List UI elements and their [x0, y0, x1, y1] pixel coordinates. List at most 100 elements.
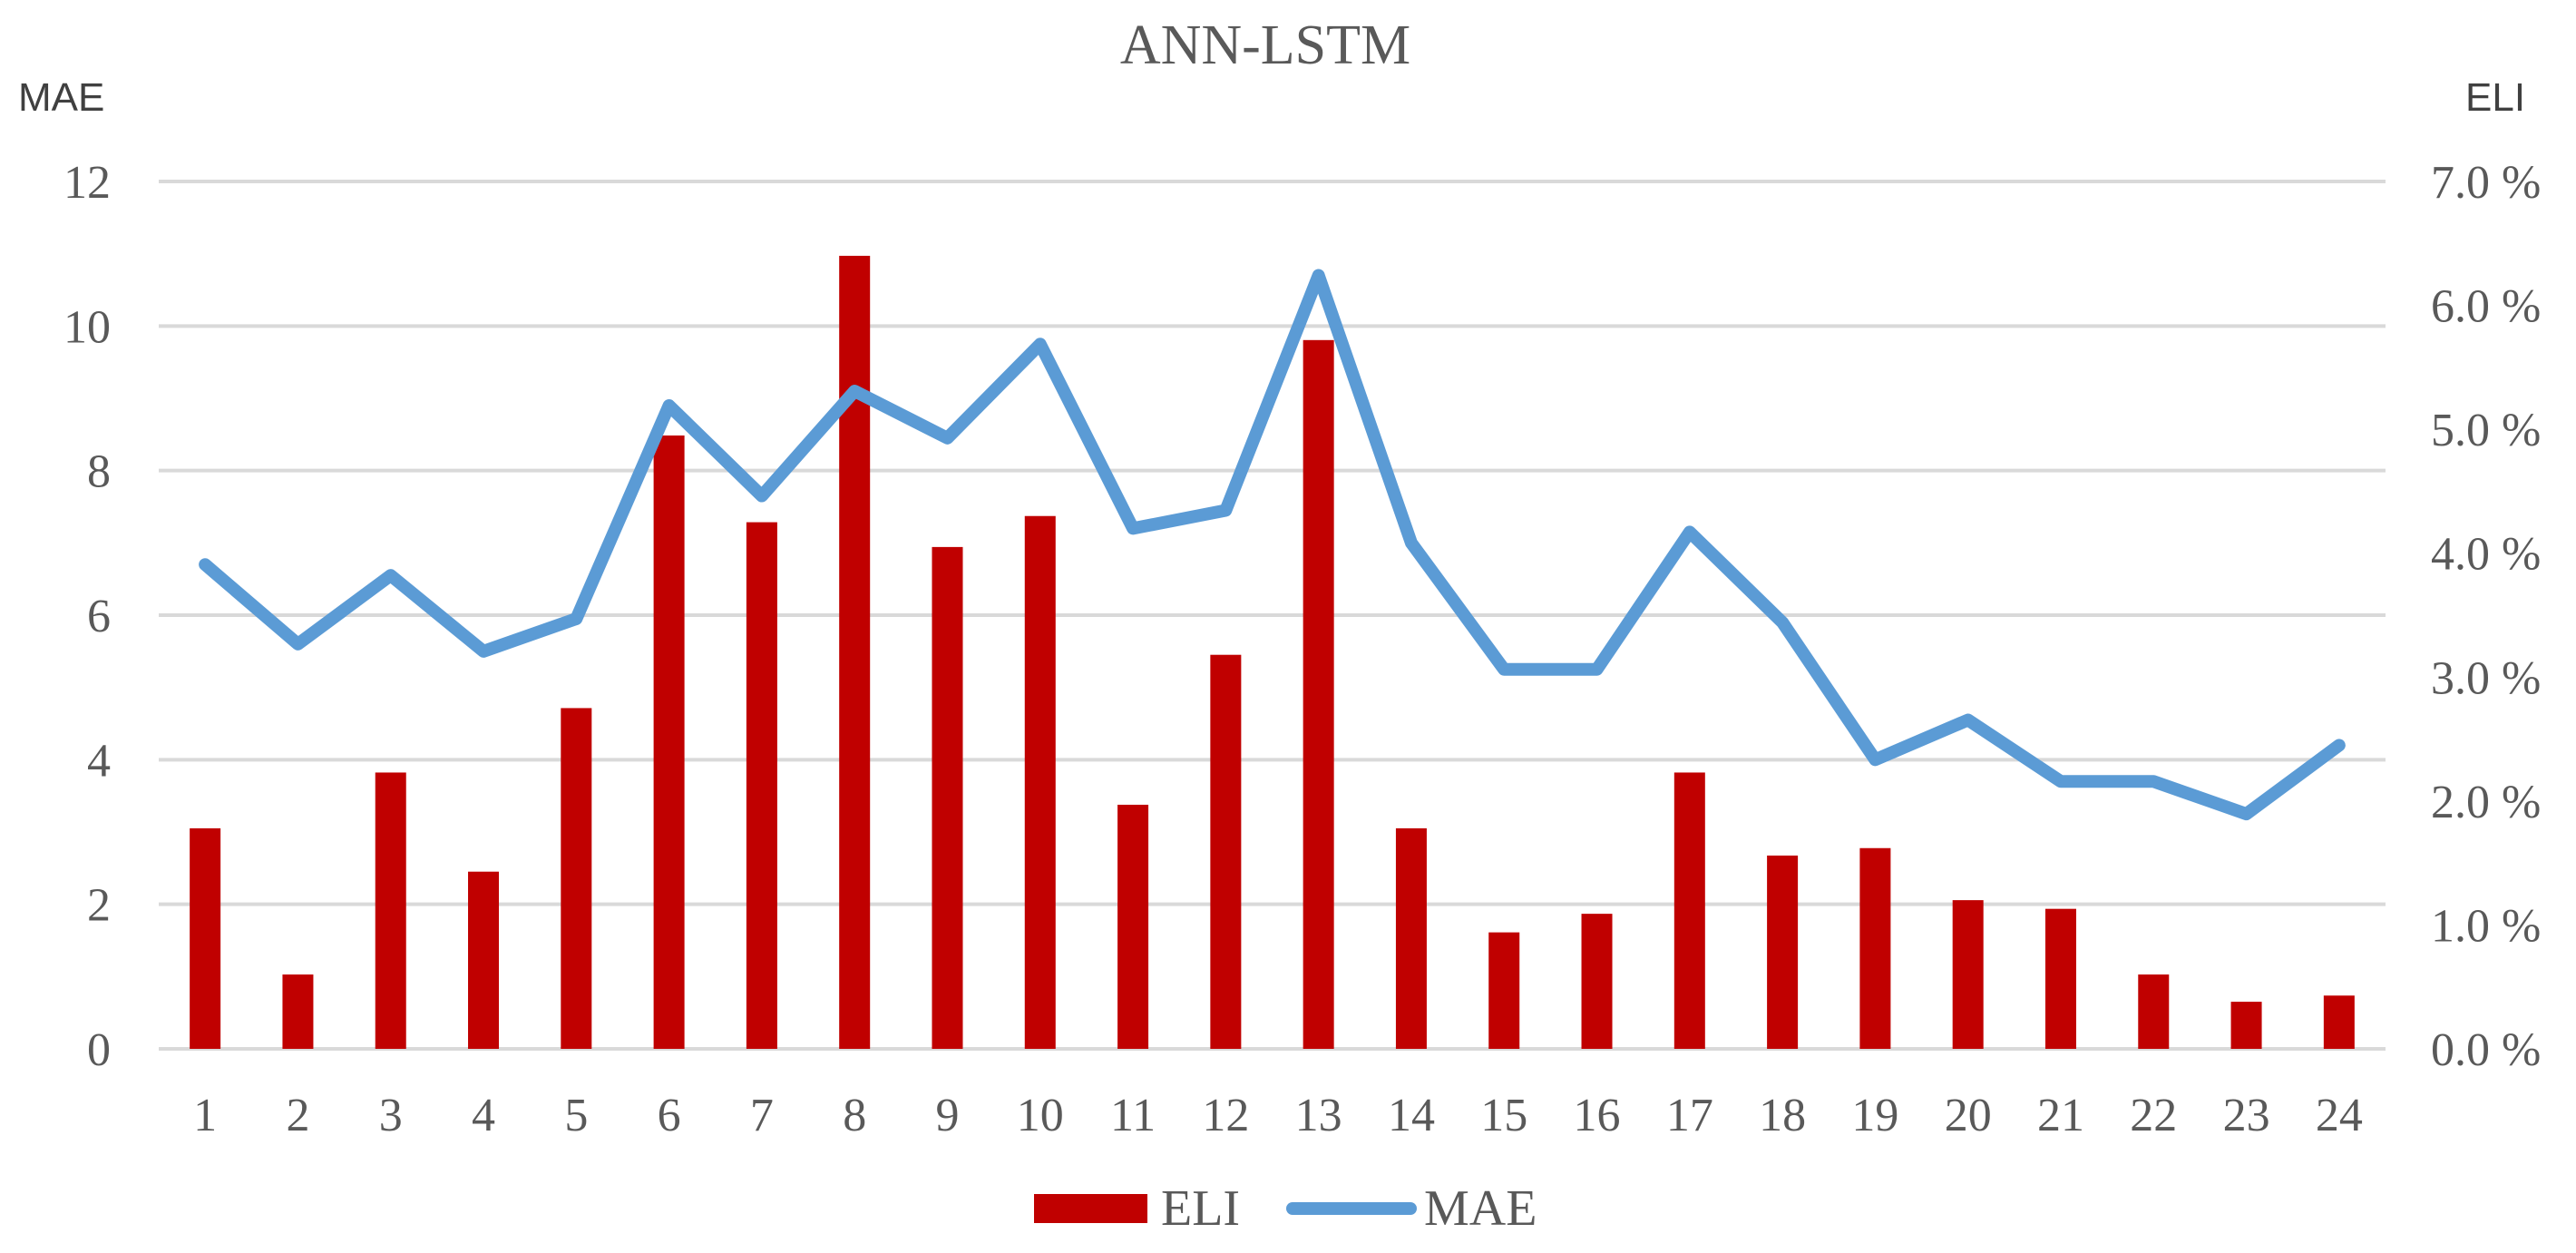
mae-point — [2337, 744, 2340, 747]
x-tick-label: 21 — [2037, 1090, 2084, 1141]
eli-bar — [1581, 914, 1613, 1049]
left-tick-label: 6 — [87, 591, 111, 642]
eli-bar — [1395, 827, 1427, 1049]
mae-point — [2059, 780, 2062, 783]
legend: ELI MAE — [1034, 1180, 1537, 1237]
x-tick-label: 20 — [1945, 1090, 1992, 1141]
eli-bar — [1673, 772, 1705, 1049]
eli-bar — [653, 435, 685, 1049]
chart-title: ANN-LSTM — [1120, 15, 1410, 76]
eli-bar — [839, 255, 871, 1049]
right-tick-label: 7.0 % — [2431, 157, 2541, 209]
left-axis-ticks: 0 2 4 6 8 10 12 — [63, 157, 111, 1076]
mae-point — [1688, 531, 1691, 534]
mae-point — [204, 563, 207, 566]
eli-bar — [1024, 515, 1056, 1049]
mae-point — [1595, 668, 1598, 671]
eli-bar — [1767, 855, 1799, 1049]
left-tick-label: 0 — [87, 1024, 111, 1076]
mae-point — [1317, 274, 1320, 277]
x-tick-label: 2 — [286, 1090, 309, 1141]
mae-point — [297, 642, 299, 645]
right-tick-label: 1.0 % — [2431, 900, 2541, 952]
gridlines — [159, 180, 2386, 1051]
eli-bar — [2323, 995, 2355, 1049]
right-axis-label: ELI — [2465, 75, 2525, 120]
eli-bar — [282, 974, 314, 1049]
x-tick-label: 8 — [843, 1090, 866, 1141]
x-tick-label: 6 — [658, 1090, 681, 1141]
mae-point — [483, 650, 485, 652]
eli-bar — [2138, 974, 2170, 1049]
mae-point — [2245, 813, 2248, 816]
x-tick-label: 1 — [193, 1090, 217, 1141]
mae-point — [1503, 668, 1506, 671]
eli-bar — [1859, 847, 1891, 1049]
eli-bars — [190, 255, 2355, 1050]
right-tick-label: 3.0 % — [2431, 652, 2541, 704]
legend-mae-label: MAE — [1424, 1180, 1537, 1237]
right-tick-label: 0.0 % — [2431, 1024, 2541, 1076]
mae-point — [668, 404, 670, 406]
left-tick-label: 4 — [87, 735, 111, 787]
left-tick-label: 2 — [87, 880, 111, 932]
eli-bar — [1210, 654, 1242, 1049]
x-tick-label: 16 — [1574, 1090, 1621, 1141]
mae-point — [389, 574, 392, 577]
mae-point — [575, 617, 578, 620]
eli-bar — [2044, 908, 2076, 1049]
eli-bar — [1117, 804, 1149, 1049]
left-axis-label: MAE — [18, 75, 104, 120]
x-tick-label: 10 — [1017, 1090, 1064, 1141]
mae-point — [1225, 509, 1227, 512]
eli-bar — [190, 827, 221, 1049]
left-tick-label: 10 — [63, 301, 111, 353]
mae-point — [1966, 719, 1969, 721]
right-axis-ticks: 0.0 % 1.0 % 2.0 % 3.0 % 4.0 % 5.0 % 6.0 % 7.0 % — [2431, 157, 2541, 1076]
right-tick-label: 2.0 % — [2431, 777, 2541, 828]
mae-point — [760, 494, 763, 497]
x-tick-label: 19 — [1851, 1090, 1898, 1141]
right-tick-label: 5.0 % — [2431, 405, 2541, 456]
x-axis-ticks: 1 2 3 4 5 6 7 8 9 10 11 12 13 14 15 16 17 18 19 20 21 22 23 24 — [193, 1090, 2363, 1141]
mae-point — [854, 390, 856, 393]
x-tick-label: 9 — [935, 1090, 959, 1141]
eli-bar — [1488, 932, 1520, 1049]
mae-point — [1132, 527, 1135, 530]
right-tick-label: 6.0 % — [2431, 281, 2541, 333]
x-tick-label: 13 — [1295, 1090, 1342, 1141]
right-tick-label: 4.0 % — [2431, 529, 2541, 581]
eli-bar — [375, 772, 406, 1049]
legend-eli-label: ELI — [1161, 1180, 1240, 1237]
mae-point — [1410, 542, 1412, 544]
eli-bar — [561, 708, 592, 1049]
x-tick-label: 17 — [1666, 1090, 1713, 1141]
eli-bar — [1952, 900, 1984, 1049]
legend-eli-swatch — [1034, 1194, 1147, 1223]
eli-bar — [746, 522, 777, 1049]
x-tick-label: 24 — [2316, 1090, 2363, 1141]
x-tick-label: 22 — [2130, 1090, 2177, 1141]
mae-point — [1781, 621, 1784, 623]
mae-point — [1874, 759, 1877, 761]
left-tick-label: 8 — [87, 446, 111, 498]
mae-point — [2152, 780, 2155, 783]
eli-bar — [1303, 339, 1334, 1050]
x-tick-label: 12 — [1202, 1090, 1249, 1141]
mae-series-line — [199, 269, 2346, 821]
x-tick-label: 23 — [2223, 1090, 2270, 1141]
x-tick-label: 18 — [1759, 1090, 1806, 1141]
eli-bar — [932, 546, 963, 1049]
x-tick-label: 3 — [379, 1090, 403, 1141]
eli-bar — [468, 871, 500, 1049]
x-tick-label: 15 — [1480, 1090, 1527, 1141]
mae-point — [1039, 343, 1041, 346]
x-tick-label: 11 — [1110, 1090, 1156, 1141]
x-tick-label: 4 — [472, 1090, 495, 1141]
x-tick-label: 14 — [1388, 1090, 1435, 1141]
left-tick-label: 12 — [63, 157, 111, 209]
eli-bar — [2230, 1002, 2262, 1049]
mae-line — [199, 269, 2346, 821]
mae-point — [946, 436, 949, 439]
